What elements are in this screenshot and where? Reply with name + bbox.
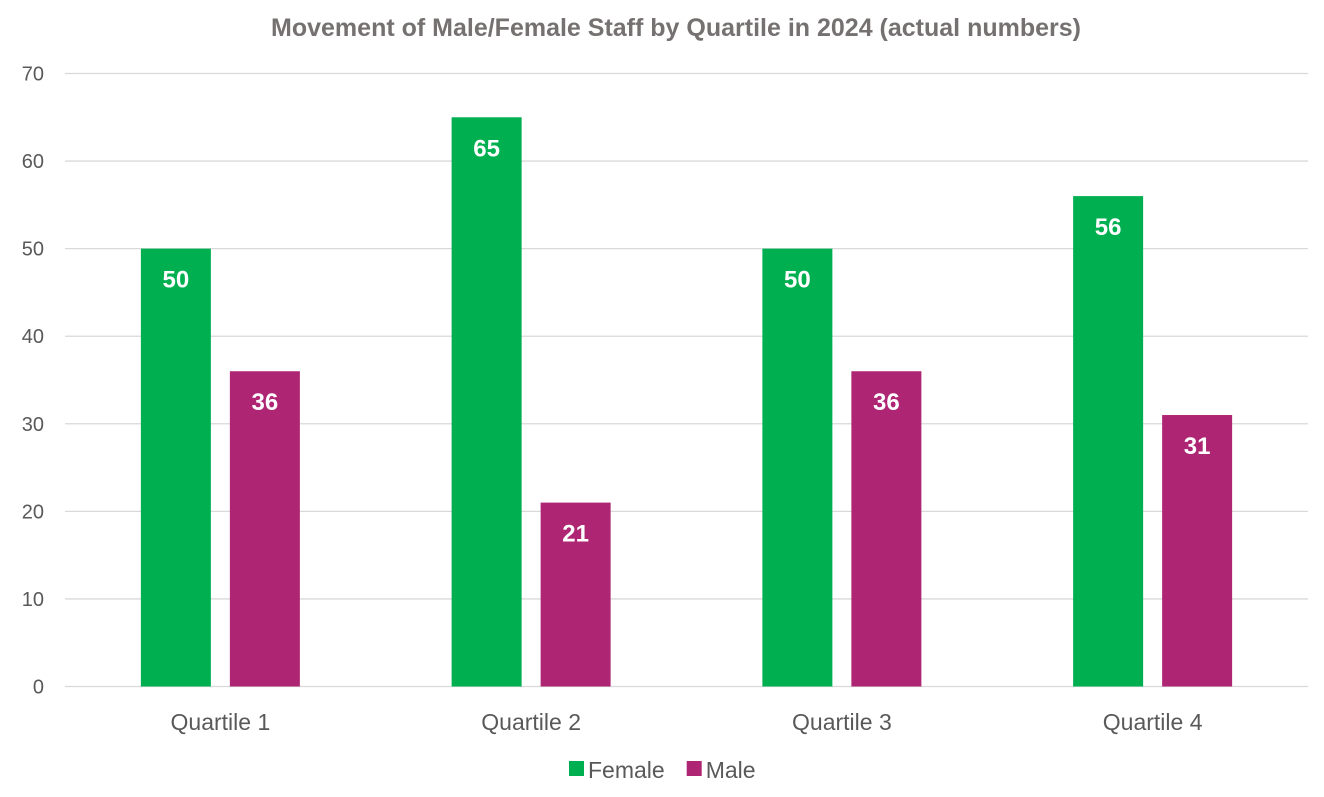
legend-swatch-female xyxy=(569,761,584,776)
data-label-female-2: 65 xyxy=(473,135,500,162)
y-tick-label: 20 xyxy=(22,501,44,523)
y-tick-label: 60 xyxy=(22,151,44,173)
legend: Female Male xyxy=(569,757,756,783)
data-label-male-2: 21 xyxy=(562,521,589,548)
legend-item-female: Female xyxy=(569,757,665,783)
bar-female-3 xyxy=(762,248,833,687)
x-tick-label: Quartile 3 xyxy=(792,709,892,735)
data-label-male-3: 36 xyxy=(873,389,900,416)
data-label-male-4: 31 xyxy=(1184,433,1211,460)
y-tick-label: 70 xyxy=(22,64,44,86)
bar-female-2 xyxy=(451,117,522,687)
y-axis-ticks: 0 10 20 30 40 50 60 70 xyxy=(22,64,44,699)
x-tick-label: Quartile 2 xyxy=(481,709,581,735)
bar-male-2 xyxy=(540,502,611,687)
bars xyxy=(140,117,1233,687)
data-label-female-1: 50 xyxy=(163,267,190,294)
legend-label-female: Female xyxy=(588,757,665,783)
bar-male-4 xyxy=(1162,415,1233,687)
y-tick-label: 40 xyxy=(22,326,44,348)
data-label-female-4: 56 xyxy=(1095,214,1122,241)
y-tick-label: 0 xyxy=(33,677,44,699)
bar-male-3 xyxy=(851,371,922,687)
data-label-male-1: 36 xyxy=(252,389,279,416)
data-labels: 50 36 65 21 50 36 56 31 xyxy=(163,135,1211,547)
y-tick-label: 50 xyxy=(22,239,44,261)
x-tick-label: Quartile 1 xyxy=(171,709,271,735)
x-tick-label: Quartile 4 xyxy=(1103,709,1203,735)
y-tick-label: 10 xyxy=(22,589,44,611)
bar-female-4 xyxy=(1073,196,1144,687)
legend-item-male: Male xyxy=(686,757,756,783)
y-tick-label: 30 xyxy=(22,414,44,436)
bar-male-1 xyxy=(229,371,300,687)
x-axis-ticks: Quartile 1 Quartile 2 Quartile 3 Quartile 4 xyxy=(171,709,1203,735)
bar-female-1 xyxy=(140,248,211,687)
data-label-female-3: 50 xyxy=(784,267,811,294)
legend-swatch-male xyxy=(686,761,702,776)
chart-title: Movement of Male/Female Staff by Quartil… xyxy=(271,14,1081,42)
legend-label-male: Male xyxy=(706,757,756,783)
